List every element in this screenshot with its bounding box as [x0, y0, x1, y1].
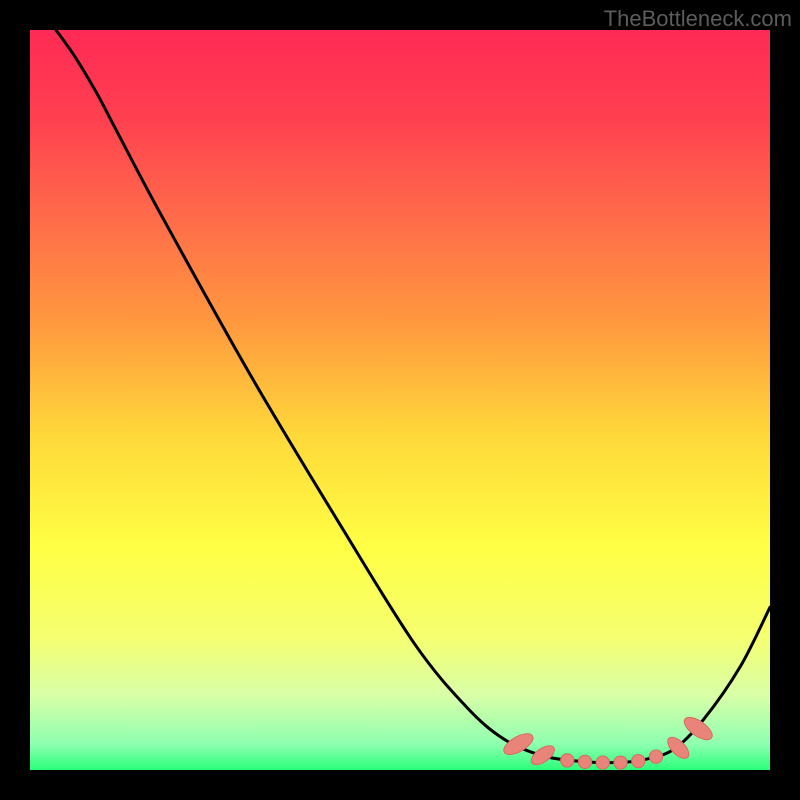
watermark-text: TheBottleneck.com	[604, 6, 792, 32]
plot-area	[30, 30, 770, 770]
curve-marker	[596, 756, 609, 769]
curve-marker	[632, 754, 645, 767]
bottleneck-curve	[56, 30, 770, 763]
curve-layer	[30, 30, 770, 770]
curve-marker	[649, 750, 662, 763]
chart-container: TheBottleneck.com	[0, 0, 800, 800]
curve-marker	[578, 755, 591, 768]
curve-marker	[528, 742, 557, 768]
curve-marker	[501, 730, 537, 759]
curve-marker	[614, 756, 627, 769]
curve-marker	[561, 754, 574, 767]
